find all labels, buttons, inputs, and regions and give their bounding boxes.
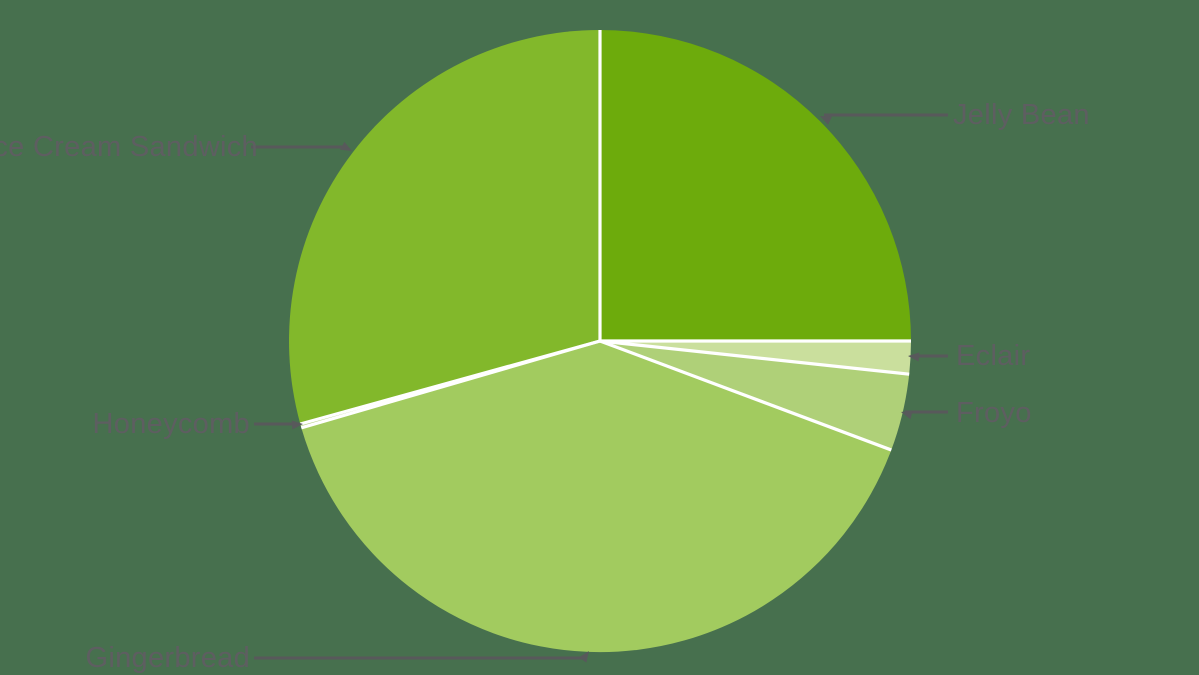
connector-arrow-icon [901, 410, 913, 420]
connector-ice-cream-sandwich [251, 141, 352, 151]
connector-eclair [908, 352, 948, 362]
connector-arrow-icon [340, 141, 352, 151]
slice-separator [299, 339, 601, 426]
connector-froyo [901, 410, 948, 420]
slice-label-honeycomb: Honeycomb [92, 408, 250, 440]
pie-slice-ice-cream-sandwich [289, 30, 600, 424]
connector-gingerbread [254, 651, 589, 663]
slice-label-ice-cream-sandwich: Ice Cream Sandwich [0, 131, 258, 163]
connector-arrow-icon [908, 352, 920, 362]
slice-label-gingerbread: Gingerbread [85, 642, 250, 674]
connector-jelly-bean [820, 113, 948, 125]
connector-honeycomb [254, 420, 303, 430]
connector-arrow-icon [820, 116, 832, 125]
slice-separator [599, 339, 892, 452]
slice-label-eclair: Eclair [956, 340, 1031, 372]
pie-slice-jelly-bean [600, 30, 911, 341]
slice-label-froyo: Froyo [956, 397, 1032, 429]
connector-arrow-icon [579, 651, 589, 663]
connector-arrow-icon [291, 420, 303, 430]
slice-label-jelly-bean: Jelly Bean [953, 99, 1090, 131]
pie-slice-gingerbread [301, 341, 892, 653]
slice-separator [599, 339, 910, 376]
